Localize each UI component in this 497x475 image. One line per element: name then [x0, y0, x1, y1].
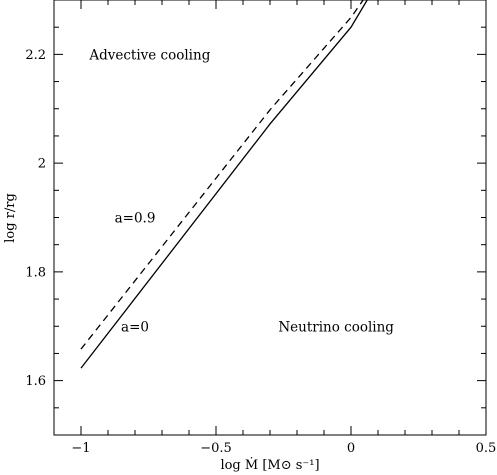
series-line-a-0: [80, 0, 368, 369]
annotation-label: a=0: [121, 319, 149, 335]
x-tick-label: 0: [347, 441, 355, 456]
y-tick-label: 2: [38, 157, 46, 172]
annotation-layer: Advective cooling a=0.9 a=0 Neutrino coolin…: [88, 47, 394, 335]
series-layer: [80, 0, 368, 369]
y-axis-label: log r/rg: [3, 193, 18, 243]
axis-ticks: [54, 0, 486, 435]
series-line-a-0-9: [80, 0, 364, 350]
axis-tick-labels: −1 −0.5 0 0.5 1.6 1.8 2 2.2: [25, 48, 496, 456]
y-tick-label: 1.6: [25, 374, 46, 389]
annotation-label: Advective cooling: [88, 47, 210, 63]
annotation-label: Neutrino cooling: [278, 319, 394, 335]
x-tick-label: −1: [71, 441, 90, 456]
x-axis-label: log Ṁ [M⊙ s⁻¹]: [220, 456, 319, 473]
y-tick-label: 2.2: [25, 48, 46, 63]
y-tick-label: 1.8: [25, 265, 46, 280]
x-tick-label: −0.5: [200, 441, 232, 456]
annotation-label: a=0.9: [115, 211, 156, 227]
x-tick-label: 0.5: [476, 441, 497, 456]
